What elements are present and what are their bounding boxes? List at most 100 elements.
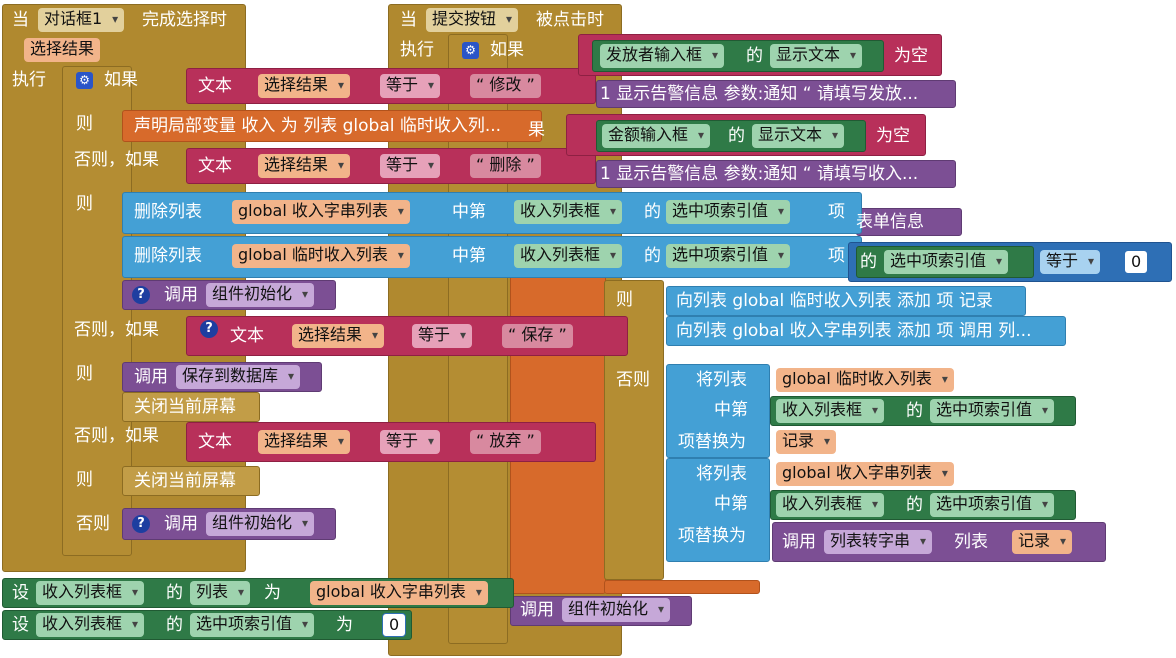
listbox-component-4[interactable]: 收入列表框 [776,493,885,517]
record-var-2[interactable]: 记录 [1012,530,1073,554]
alert-label-1: 1 显示告警信息 参数:通知 “ 请填写发放... [600,84,919,104]
string-delete[interactable]: “ 删除 ” [470,154,541,178]
text-label-4: 文本 [198,432,232,452]
then-label-2: 则 [76,194,93,214]
add-item-label-1: 向列表 global 临时收入列表 添加 项 记录 [676,291,993,311]
call-label-3: 调用 [164,514,198,534]
listbox-component-2[interactable]: 收入列表框 [514,244,623,268]
item-label-1: 项 [828,202,845,222]
help-icon[interactable]: ? [200,320,218,338]
then-label-4: 则 [76,470,93,490]
string-edit[interactable]: “ 修改 ” [470,74,541,98]
choice-var-3[interactable]: 选择结果 [292,324,385,348]
in-index-label-1: 中第 [452,202,486,222]
to-label-2: 为 [336,615,353,635]
elseif-label-3: 否则，如果 [74,426,159,446]
list-str-var[interactable]: global 收入字串列表 [776,462,954,486]
replace-item-block-2[interactable] [666,458,770,562]
listbox-component-5[interactable]: 收入列表框 [36,581,145,605]
alert-block-1[interactable] [596,80,956,108]
form-info-label: 表单信息 [856,212,924,232]
equals-op-2[interactable]: 等于 [380,154,441,178]
param-choice[interactable]: 选择结果 [24,38,101,62]
mutator-gear-icon[interactable]: ⚙ [76,72,93,89]
call-label-1: 调用 [164,285,198,305]
selected-index-prop-5[interactable]: 选中项索引值 [930,493,1055,517]
close-screen-label-1: 关闭当前屏幕 [134,397,236,417]
equals-op-5[interactable]: 等于 [1040,250,1101,274]
list-to-csv-dropdown[interactable]: 列表转字串 [824,530,933,554]
close-screen-label-2: 关闭当前屏幕 [134,471,236,491]
text-label-1: 文本 [198,76,232,96]
add-item-block-1[interactable] [666,286,1026,316]
equals-op-3[interactable]: 等于 [412,324,473,348]
when-label: 当 [12,10,29,30]
event-name-label-2: 被点击时 [536,10,604,30]
list-var-1[interactable]: global 收入字串列表 [232,200,410,224]
number-zero-1[interactable]: 0 [1124,250,1149,274]
of-label-5: 的 [860,252,877,272]
then-label-3: 则 [76,364,93,384]
equals-op-4[interactable]: 等于 [380,430,441,454]
else-label: 否则 [76,514,110,534]
selected-index-prop-1[interactable]: 选中项索引值 [666,200,791,224]
alert-block-2[interactable] [596,160,956,188]
selected-index-prop-4[interactable]: 选中项索引值 [930,399,1055,423]
list-str-var-2[interactable]: global 收入字串列表 [310,581,488,605]
of-label-1: 的 [644,202,661,222]
call-label-2: 调用 [134,367,168,387]
init-proc-dropdown-1[interactable]: 组件初始化 [206,283,315,307]
close-screen-block-1[interactable] [122,392,260,422]
submit-component-dropdown[interactable]: 提交按钮 [426,8,519,32]
choice-var-2[interactable]: 选择结果 [258,154,351,178]
init-proc-dropdown-2[interactable]: 组件初始化 [206,512,315,536]
then-label-1: 则 [76,114,93,134]
list-temp-var[interactable]: global 临时收入列表 [776,368,954,392]
choice-var-4[interactable]: 选择结果 [258,430,351,454]
close-screen-block-2[interactable] [122,466,260,496]
selected-index-prop-3[interactable]: 选中项索引值 [884,250,1009,274]
set-label-2: 设 [12,615,29,635]
set-list-label-1: 将列表 [696,370,747,390]
call-label-r2: 调用 [520,600,554,620]
listbox-component-1[interactable]: 收入列表框 [514,200,623,224]
string-discard[interactable]: “ 放弃 ” [470,430,541,454]
then-label-r: 则 [616,290,633,310]
listbox-component-3[interactable]: 收入列表框 [776,399,885,423]
event-name-label: 完成选择时 [142,10,227,30]
elseif-partial-label: 果 [528,120,545,140]
string-save[interactable]: “ 保存 ” [502,324,573,348]
of-label-9: 的 [166,615,183,635]
replace-item-block-1[interactable] [666,364,770,458]
publisher-input-dropdown[interactable]: 发放者输入框 [600,44,725,68]
record-var-1[interactable]: 记录 [776,430,837,454]
equals-op-1[interactable]: 等于 [380,74,441,98]
do-label-2: 执行 [400,40,434,60]
choice-var-1[interactable]: 选择结果 [258,74,351,98]
selected-index-prop-6[interactable]: 选中项索引值 [190,613,315,637]
help-icon[interactable]: ? [132,515,150,533]
alert-label-2: 1 显示告警信息 参数:通知 “ 请填写收入... [600,164,919,184]
of-label-2: 的 [644,246,661,266]
of-label-4: 的 [728,126,745,146]
is-empty-label-2: 为空 [876,126,910,146]
listbox-component-6[interactable]: 收入列表框 [36,613,145,637]
dialog-component-dropdown[interactable]: 对话框1 [38,8,125,32]
display-text-prop-2[interactable]: 显示文本 [752,124,845,148]
list-var-2[interactable]: global 临时收入列表 [232,244,410,268]
amount-input-dropdown[interactable]: 金额输入框 [602,124,711,148]
help-icon[interactable]: ? [132,286,150,304]
number-zero-2[interactable]: 0 [382,613,407,637]
text-label-2: 文本 [198,156,232,176]
save-proc-dropdown[interactable]: 保存到数据库 [176,365,301,389]
init-proc-dropdown-3[interactable]: 组件初始化 [562,598,671,622]
mutator-gear-icon[interactable]: ⚙ [462,42,479,59]
local-var-block[interactable] [122,110,542,142]
if-block[interactable] [62,66,132,556]
set-list-label-2: 将列表 [696,464,747,484]
add-item-block-2[interactable] [666,316,1066,346]
list-prop[interactable]: 列表 [190,581,251,605]
display-text-prop-1[interactable]: 显示文本 [770,44,863,68]
selected-index-prop-2[interactable]: 选中项索引值 [666,244,791,268]
of-label-7: 的 [906,495,923,515]
